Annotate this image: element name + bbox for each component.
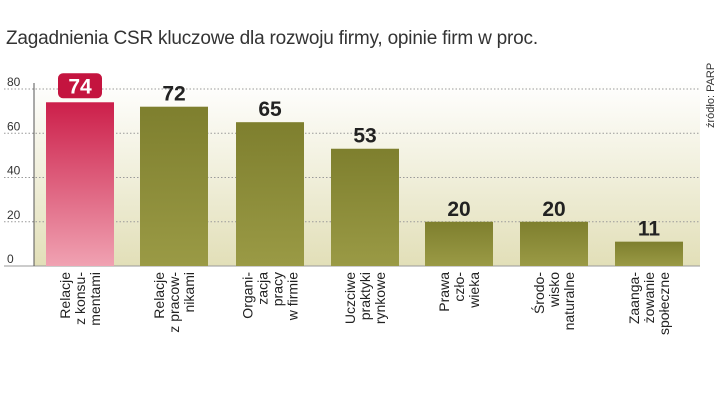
value-label: 20 bbox=[542, 198, 565, 221]
y-tick-label: 80 bbox=[7, 75, 21, 89]
bar bbox=[520, 221, 588, 266]
y-tick-label: 0 bbox=[7, 252, 14, 266]
bar bbox=[425, 221, 493, 266]
category-label: Uczciwepraktykirynkowe bbox=[342, 272, 388, 324]
category-label: Zaanga-żowaniespołeczne bbox=[626, 272, 672, 335]
chart-title: Zagadnienia CSR kluczowe dla rozwoju fir… bbox=[6, 28, 538, 49]
bar bbox=[615, 241, 683, 266]
y-tick-label: 20 bbox=[7, 208, 21, 222]
category-label: Prawaczło-wieka bbox=[436, 272, 482, 312]
value-label: 11 bbox=[638, 218, 661, 241]
value-label-badge bbox=[58, 73, 102, 99]
category-label: Relacjez konsu-mentami bbox=[57, 272, 103, 326]
category-label: Środo-wiskonaturalne bbox=[530, 272, 577, 331]
category-label: Organi-zacjapracyw firmie bbox=[240, 272, 301, 322]
value-label: 65 bbox=[258, 98, 282, 121]
y-tick-label: 40 bbox=[7, 164, 21, 178]
bar bbox=[236, 122, 304, 266]
value-label: 53 bbox=[353, 125, 376, 148]
value-label: 20 bbox=[447, 198, 470, 221]
value-label: 72 bbox=[162, 83, 185, 106]
value-label: 74 bbox=[68, 75, 92, 98]
bar bbox=[331, 148, 399, 266]
y-tick-label: 60 bbox=[7, 119, 21, 133]
bar bbox=[140, 106, 208, 266]
bar bbox=[46, 102, 114, 267]
category-label: Relacjez pracow-nikami bbox=[151, 272, 197, 333]
